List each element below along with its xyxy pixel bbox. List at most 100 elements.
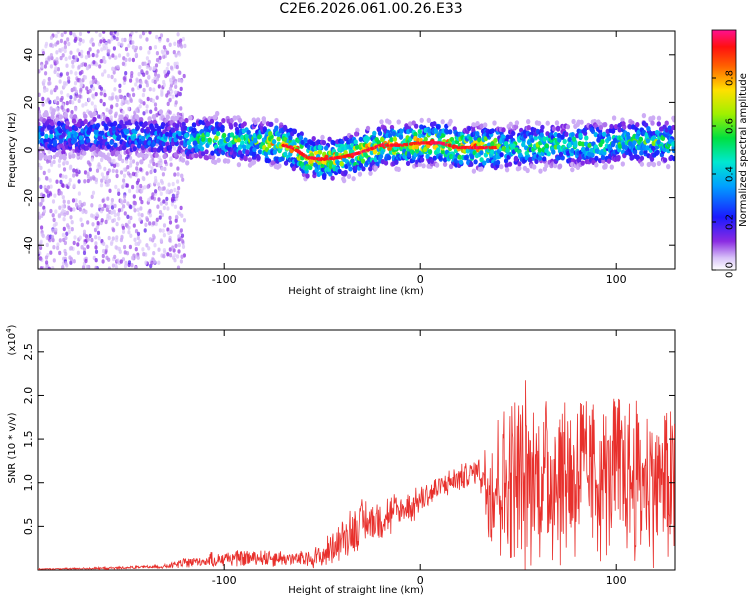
heatmap-cell xyxy=(122,173,127,178)
colorbar-ticks: 0.0 0.2 0.4 0.6 0.8 xyxy=(712,70,736,278)
heatmap-cell xyxy=(51,199,56,204)
heatmap-cell xyxy=(607,135,612,142)
heatmap-cell xyxy=(56,120,62,127)
heatmap-cell xyxy=(49,35,54,40)
heatmap-cell xyxy=(80,120,85,126)
heatmap-cell xyxy=(61,174,65,179)
heatmap-cell xyxy=(641,113,647,119)
heatmap-cell xyxy=(639,150,644,156)
heatmap-cell xyxy=(386,155,392,161)
heatmap-cell xyxy=(229,132,235,138)
heatmap-cell xyxy=(221,118,226,124)
heatmap-cell xyxy=(82,150,87,156)
heatmap-cell xyxy=(174,218,178,223)
heatmap-cell xyxy=(49,89,54,94)
heatmap-cell xyxy=(133,237,137,242)
heatmap-cell xyxy=(179,106,183,111)
x-tick-label: 0 xyxy=(417,273,424,286)
heatmap-cell xyxy=(79,87,83,92)
heatmap-cell xyxy=(61,149,66,155)
heatmap-cell xyxy=(106,171,110,176)
heatmap-cell xyxy=(157,260,161,265)
heatmap-cell xyxy=(130,255,135,261)
heatmap-cell xyxy=(171,245,175,250)
heatmap-cell xyxy=(98,64,102,69)
heatmap-cell xyxy=(107,73,111,79)
heatmap-cell xyxy=(52,258,56,263)
heatmap-cell xyxy=(442,161,448,167)
heatmap-cell xyxy=(148,221,152,226)
heatmap-cell xyxy=(141,175,145,181)
heatmap-cell xyxy=(346,173,352,179)
heatmap-cell xyxy=(252,132,257,139)
heatmap-cell xyxy=(587,142,592,148)
heatmap-cell xyxy=(127,93,131,98)
heatmap-cell xyxy=(593,144,598,150)
heatmap-cell xyxy=(119,259,123,264)
heatmap-cell xyxy=(154,152,159,158)
heatmap-cell xyxy=(128,244,132,250)
heatmap-cell xyxy=(80,53,84,59)
heatmap-cell xyxy=(44,71,48,76)
heatmap-cell xyxy=(72,114,78,120)
heatmap-cell xyxy=(132,223,136,228)
heatmap-cell xyxy=(51,213,55,218)
heatmap-cell xyxy=(129,156,133,161)
heatmap-cell xyxy=(436,124,441,130)
heatmap-cell xyxy=(504,162,509,168)
heatmap-cell xyxy=(153,79,157,85)
heatmap-cell xyxy=(162,153,167,160)
heatmap-cell xyxy=(173,61,177,67)
heatmap-cell xyxy=(71,60,75,65)
y-tick-label: 1.5 xyxy=(22,430,35,448)
heatmap-cell xyxy=(143,185,147,190)
heatmap-cell xyxy=(145,37,149,42)
heatmap-cell xyxy=(123,77,127,82)
heatmap-cell xyxy=(168,110,172,115)
heatmap-cell xyxy=(54,66,58,71)
heatmap-cell xyxy=(72,207,76,212)
heatmap-cell xyxy=(138,84,142,89)
heatmap-cell xyxy=(161,172,165,177)
heatmap-cell xyxy=(67,76,71,81)
heatmap-cell xyxy=(65,63,69,68)
heatmap-cell xyxy=(177,249,181,254)
heatmap-cell xyxy=(173,172,177,177)
heatmap-cell xyxy=(182,253,186,258)
heatmap-cell xyxy=(67,205,71,211)
heatmap-cell xyxy=(173,204,177,209)
heatmap-cell xyxy=(176,265,181,269)
heatmap-cell xyxy=(152,66,156,71)
heatmap-cell xyxy=(127,106,131,112)
heatmap-cell xyxy=(79,217,83,222)
heatmap-cell xyxy=(154,63,159,68)
heatmap-cell xyxy=(513,124,519,130)
heatmap-cell xyxy=(110,198,114,203)
heatmap-cell xyxy=(255,117,261,123)
heatmap-cell xyxy=(151,256,155,262)
y-tick-label: 0.5 xyxy=(22,518,35,536)
heatmap-cell xyxy=(59,90,64,95)
heatmap-cell xyxy=(398,134,404,140)
heatmap-cell xyxy=(147,197,151,203)
heatmap-cell xyxy=(91,52,95,58)
heatmap-cell xyxy=(187,144,192,150)
heatmap-cell xyxy=(140,189,144,194)
heatmap-cell xyxy=(67,41,71,47)
heatmap-cell xyxy=(115,235,119,240)
heatmap-cell xyxy=(58,114,64,120)
heatmap-cell xyxy=(192,140,197,146)
heatmap-cell xyxy=(154,189,158,194)
heatmap-cell xyxy=(38,69,41,74)
heatmap-cell xyxy=(136,235,140,241)
heatmap-cell xyxy=(542,136,547,142)
heatmap-cell xyxy=(68,246,72,251)
heatmap-cell xyxy=(153,102,158,107)
heatmap-cell xyxy=(448,163,454,170)
heatmap-cell xyxy=(351,176,356,182)
heatmap-cell xyxy=(179,86,183,92)
heatmap-cell xyxy=(176,172,180,177)
heatmap-cell xyxy=(414,123,419,129)
heatmap-cell xyxy=(138,239,142,244)
heatmap-cell xyxy=(58,138,64,144)
